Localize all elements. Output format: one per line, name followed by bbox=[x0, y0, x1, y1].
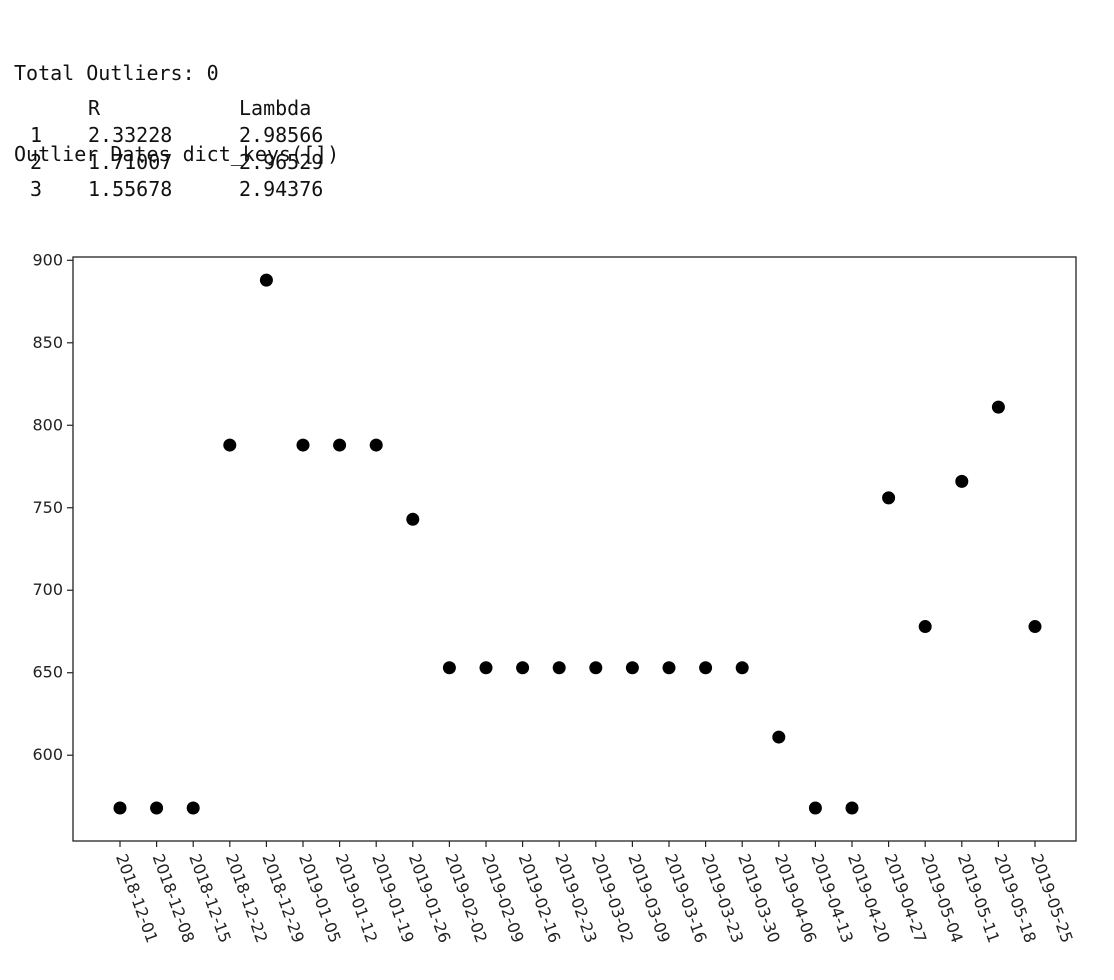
console-output: Total Outliers: 0 Outlier Dates dict_key… bbox=[14, 6, 339, 195]
data-point bbox=[1028, 620, 1042, 634]
data-point bbox=[406, 512, 420, 526]
stats-header-lambda: Lambda bbox=[239, 96, 312, 120]
stats-r-value: 2.33228 bbox=[88, 123, 173, 147]
y-tick-label: 700 bbox=[32, 580, 63, 599]
data-point bbox=[699, 661, 713, 675]
data-point bbox=[479, 661, 493, 675]
data-point bbox=[333, 438, 347, 452]
stats-row-index: 1 bbox=[30, 123, 43, 147]
data-point bbox=[955, 474, 969, 488]
stats-row-index: 3 bbox=[30, 177, 43, 201]
y-tick-label: 900 bbox=[32, 250, 63, 269]
data-points bbox=[113, 273, 1042, 815]
stats-lambda-value: 2.96529 bbox=[239, 150, 324, 174]
y-tick-label: 650 bbox=[32, 663, 63, 682]
plot-area bbox=[72, 256, 1077, 842]
data-point bbox=[296, 438, 310, 452]
data-point bbox=[113, 801, 127, 815]
y-axis: 600 650 700 750 800 850 900 bbox=[32, 250, 73, 764]
y-tick-label: 800 bbox=[32, 415, 63, 434]
data-point bbox=[442, 661, 456, 675]
x-axis: 2018-12-012018-12-082018-12-152018-12-22… bbox=[112, 841, 1077, 945]
y-tick-label: 850 bbox=[32, 333, 63, 352]
data-point bbox=[808, 801, 822, 815]
data-point bbox=[223, 438, 237, 452]
stats-lambda-value: 2.98566 bbox=[239, 123, 324, 147]
y-tick-label: 600 bbox=[32, 745, 63, 764]
data-point bbox=[662, 661, 676, 675]
data-point bbox=[772, 730, 786, 744]
data-point bbox=[552, 661, 566, 675]
y-tick-label: 750 bbox=[32, 498, 63, 517]
data-point bbox=[150, 801, 164, 815]
data-point bbox=[369, 438, 383, 452]
scatter-chart: 600 650 700 750 800 850 900 2018-12-012018-12-… bbox=[32, 250, 1077, 945]
data-point bbox=[625, 661, 639, 675]
data-point bbox=[516, 661, 530, 675]
stats-row-index: 2 bbox=[30, 150, 43, 174]
stats-header-r: R bbox=[88, 96, 101, 120]
data-point bbox=[589, 661, 603, 675]
data-point bbox=[918, 620, 932, 634]
stats-r-value: 1.55678 bbox=[88, 177, 173, 201]
outlier-dates-line: Outlier Dates dict_keys([]) bbox=[14, 142, 340, 166]
data-point bbox=[991, 400, 1005, 414]
data-point bbox=[882, 491, 896, 505]
stats-lambda-value: 2.94376 bbox=[239, 177, 324, 201]
data-point bbox=[845, 801, 859, 815]
data-point bbox=[259, 273, 273, 287]
data-point bbox=[186, 801, 200, 815]
total-outliers-line: Total Outliers: 0 bbox=[14, 61, 219, 85]
data-point bbox=[735, 661, 749, 675]
stats-r-value: 1.71007 bbox=[88, 150, 173, 174]
